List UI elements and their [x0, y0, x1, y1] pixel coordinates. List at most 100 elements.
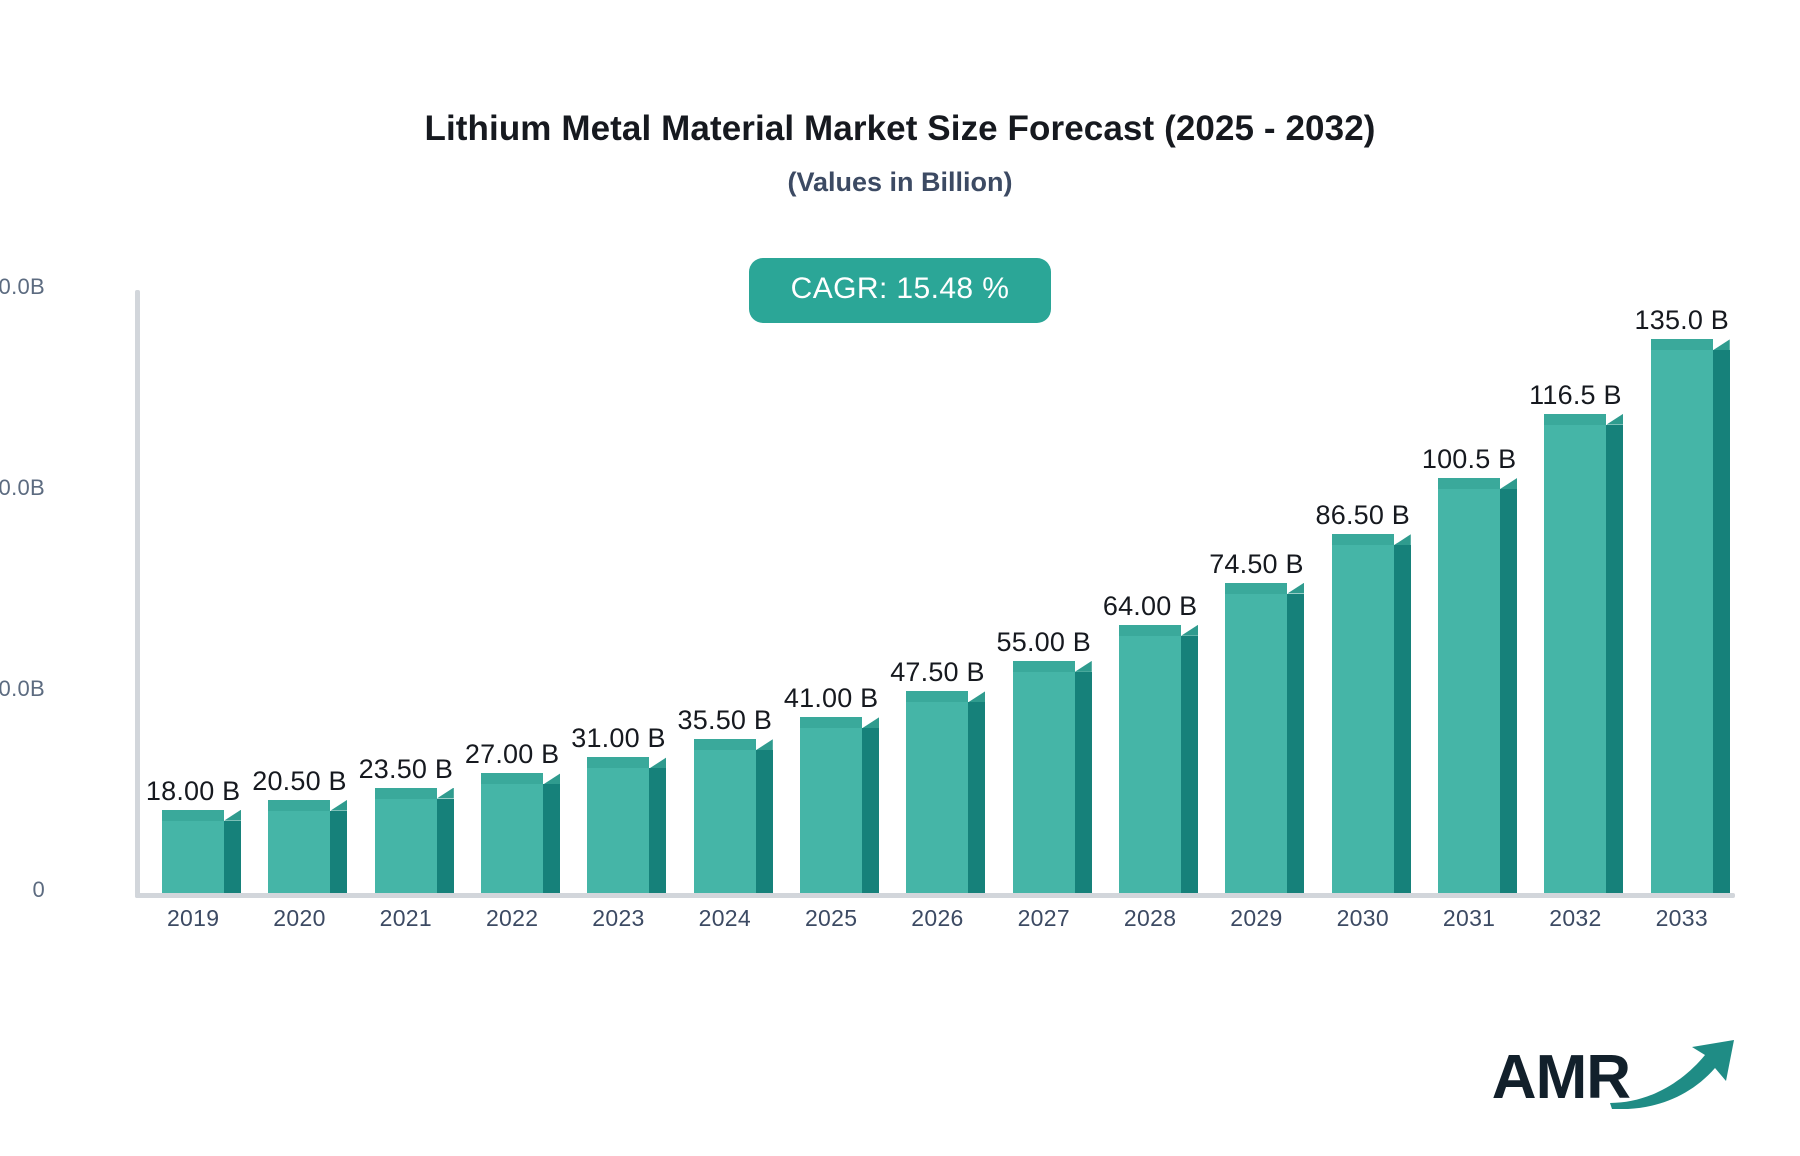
bar-top-face [268, 799, 331, 811]
bar-front-face [1544, 413, 1607, 893]
bar-side-face [330, 810, 348, 893]
bar-side-face [1500, 489, 1518, 893]
bar-value-label: 74.50 B [1209, 548, 1304, 579]
bar-value-label: 86.50 B [1315, 500, 1411, 531]
x-axis-line [135, 893, 1735, 898]
bar-top-bevel [649, 757, 667, 769]
bar-value-label: 41.00 B [783, 683, 879, 714]
bar-top-face [800, 717, 863, 729]
bar-value-label: 35.50 B [677, 705, 773, 736]
bar-top-bevel [1074, 660, 1092, 672]
bar[interactable]: 18.00 B [146, 776, 242, 893]
cagr-badge-wrapper: CAGR: 15.48 % [0, 258, 1800, 323]
bar-side-face [543, 784, 561, 893]
bar-front-face [374, 787, 437, 893]
bar-side-face [862, 728, 880, 893]
bar-top-bevel [330, 799, 348, 811]
bar-value-label: 18.00 B [145, 775, 241, 806]
bar-top-face [1012, 660, 1075, 672]
bar-front-face [800, 717, 863, 893]
bar-front-face [162, 809, 225, 893]
growth-arrow-icon [1608, 1037, 1738, 1114]
bar-side-face [755, 750, 773, 893]
bar[interactable]: 64.00 B [1103, 591, 1199, 893]
x-axis-tick-label: 2019 [166, 905, 220, 931]
bar-front-face [481, 773, 544, 893]
plot-area: 150.0B 100.0B 50.0B 0 18.00 B 20.50 B 23.50 B… [0, 274, 1735, 902]
title-block: Lithium Metal Material Market Size Forec… [0, 108, 1800, 198]
bar[interactable]: 41.00 B [784, 683, 880, 893]
bar-front-face [1225, 582, 1288, 893]
bar-value-label: 23.50 B [358, 753, 454, 784]
bar-front-face [1650, 339, 1713, 893]
bar[interactable]: 135.0 B [1635, 305, 1730, 893]
logo-wordmark: AMR [1491, 1042, 1631, 1112]
bar-slot: 27.00 B [459, 290, 565, 893]
bar-top-face [1119, 624, 1182, 636]
bar-slot: 35.50 B [672, 290, 778, 893]
bar-side-face [1712, 350, 1730, 893]
bar-top-bevel [543, 773, 561, 785]
bar-side-face [1393, 545, 1411, 893]
bar-value-label: 100.5 B [1421, 444, 1517, 474]
bar-top-face [587, 757, 650, 769]
bar-slot: 116.5 B [1522, 290, 1628, 893]
bar-top-bevel [755, 739, 773, 751]
x-axis-tick-label: 2029 [1230, 905, 1283, 931]
bar-value-label: 64.00 B [1102, 590, 1198, 621]
y-axis-line [135, 290, 140, 898]
bar-top-bevel [224, 809, 242, 821]
x-axis-tick-label: 2026 [911, 905, 964, 931]
bar-slot: 74.50 B [1203, 290, 1309, 893]
bar[interactable]: 55.00 B [997, 627, 1092, 893]
bar-side-face [968, 702, 986, 893]
bar-top-bevel [968, 691, 986, 703]
bar-side-face [224, 820, 242, 893]
bar[interactable]: 116.5 B [1529, 380, 1624, 893]
x-axis-tick-label: 2027 [1017, 905, 1070, 931]
bar-top-bevel [862, 717, 880, 729]
amr-logo: AMR [1492, 1037, 1738, 1118]
bar[interactable]: 74.50 B [1209, 549, 1305, 893]
bar[interactable]: 31.00 B [571, 723, 667, 893]
bar[interactable]: 23.50 B [359, 754, 454, 893]
bar-top-face [1544, 413, 1607, 425]
x-axis-tick-label: 2020 [273, 905, 326, 931]
bar-top-face [1650, 339, 1713, 351]
bar[interactable]: 47.50 B [890, 657, 986, 893]
bar[interactable]: 86.50 B [1316, 500, 1411, 893]
bar-side-face [436, 798, 454, 893]
bar-value-label: 116.5 B [1529, 379, 1622, 410]
bar-slot: 18.00 B [140, 290, 246, 893]
x-axis-tick-label: 2021 [379, 905, 432, 931]
status-badge: CAGR: 15.48 % [748, 258, 1052, 323]
bar-front-face [1012, 660, 1075, 893]
bar-front-face [587, 757, 650, 893]
bar-value-label: 47.50 B [890, 657, 985, 688]
bar-value-label: 55.00 B [996, 626, 1092, 657]
bar[interactable]: 27.00 B [465, 739, 561, 893]
bar-slot: 41.00 B [778, 290, 884, 893]
page-title: Lithium Metal Material Market Size Forec… [424, 109, 1376, 148]
bar-slot: 31.00 B [565, 290, 671, 893]
bar-top-face [481, 773, 544, 785]
bar-top-face [374, 787, 437, 799]
bar-side-face [1606, 424, 1624, 893]
bar-series: 18.00 B 20.50 B 23.50 B 27.00 B 31.00 B 35.50… [140, 290, 1735, 893]
bar[interactable]: 20.50 B [252, 766, 348, 893]
bar[interactable]: 100.5 B [1422, 444, 1518, 893]
bar-slot: 135.0 B [1629, 290, 1735, 893]
bar-slot: 100.5 B [1416, 290, 1522, 893]
bar-side-face [649, 768, 667, 893]
x-axis-tick-label: 2032 [1549, 905, 1602, 931]
bar-top-face [1225, 582, 1288, 594]
bar-slot: 23.50 B [353, 290, 459, 893]
bar[interactable]: 35.50 B [678, 705, 773, 893]
bar-value-label: 135.0 B [1634, 305, 1729, 336]
y-axis-tick-label: 50.0B [0, 676, 45, 701]
bar-top-bevel [1712, 339, 1730, 351]
bar-value-label: 20.50 B [252, 765, 347, 796]
bar-value-label: 27.00 B [464, 739, 560, 770]
x-axis-tick-label: 2028 [1123, 905, 1177, 931]
